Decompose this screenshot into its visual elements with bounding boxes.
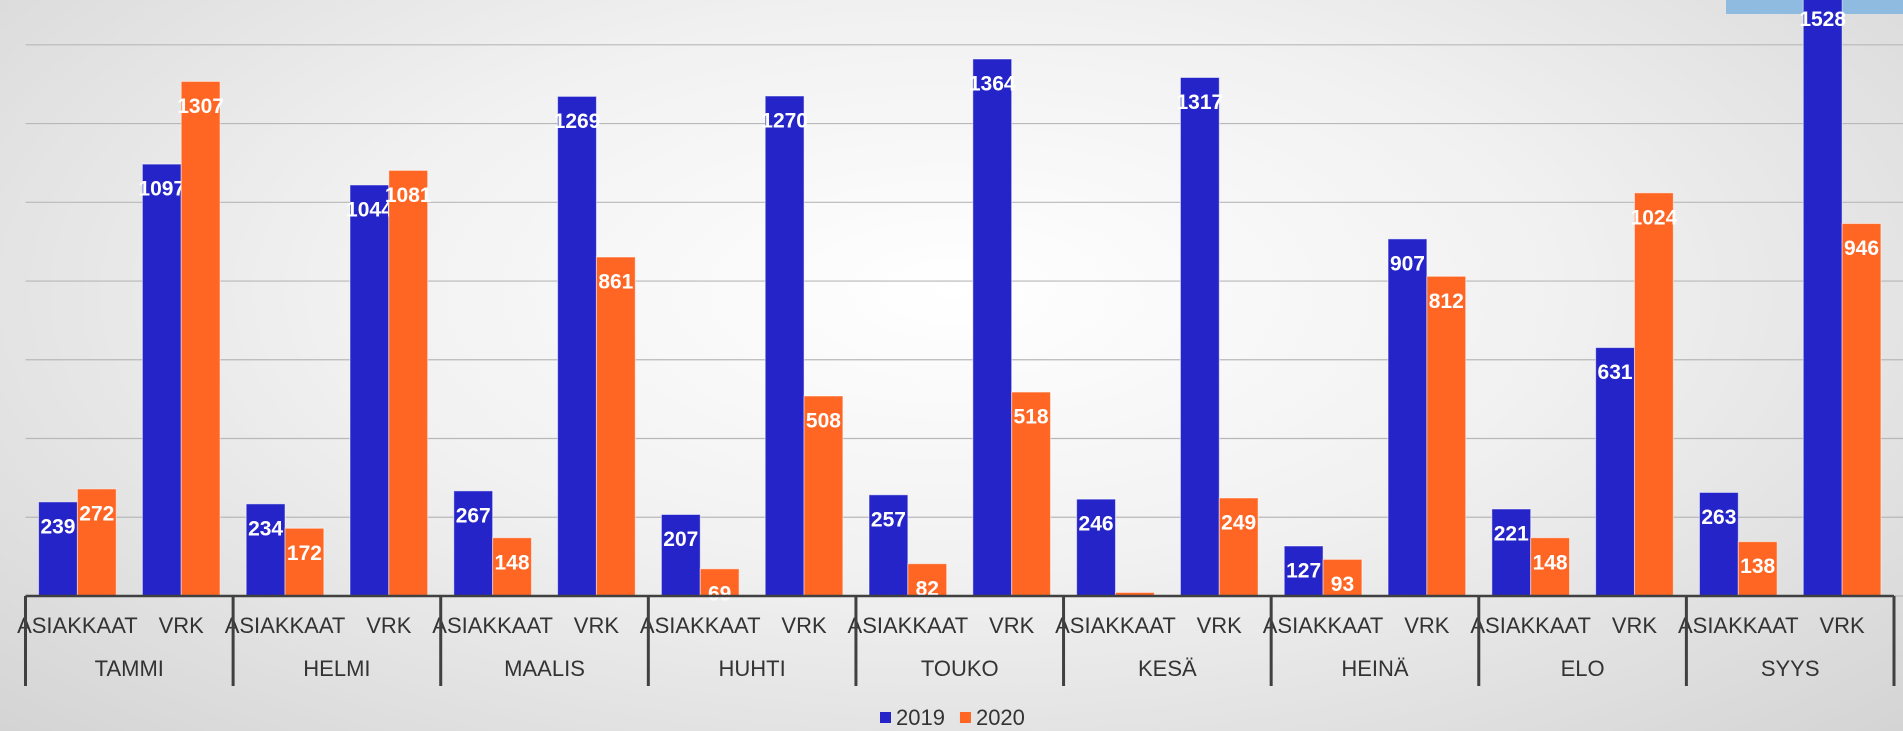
value-label: 239 <box>40 515 75 538</box>
legend-swatch <box>880 712 891 723</box>
legend-label: 2020 <box>976 705 1025 730</box>
value-label: 257 <box>871 508 906 531</box>
x-subcategory-label: VRK <box>1819 613 1865 638</box>
bar <box>660 514 701 597</box>
x-group-label: HEINÄ <box>1341 656 1409 681</box>
bar <box>1491 508 1532 597</box>
value-label: 249 <box>1221 512 1256 535</box>
bar <box>972 58 1013 597</box>
bar <box>492 537 532 597</box>
x-subcategory-label: VRK <box>1197 613 1243 638</box>
value-label: 127 <box>1286 560 1321 583</box>
x-subcategory-label: VRK <box>1404 613 1450 638</box>
x-group-label: HELMI <box>303 656 370 681</box>
x-subcategory-label: ASIAKKAAT <box>1678 613 1799 638</box>
value-label: 518 <box>1014 406 1049 429</box>
value-label: 263 <box>1701 506 1736 529</box>
value-label: 221 <box>1494 523 1529 546</box>
value-label: 207 <box>663 528 698 551</box>
x-subcategory-label: ASIAKKAAT <box>1263 613 1384 638</box>
bar <box>1218 497 1259 597</box>
value-label: 1044 <box>346 199 393 222</box>
x-subcategory-label: ASIAKKAAT <box>1470 613 1591 638</box>
bar <box>1426 275 1467 597</box>
value-label: 631 <box>1598 361 1633 384</box>
value-label: 93 <box>1331 573 1354 596</box>
value-label: 148 <box>495 551 530 574</box>
value-label: 1528 <box>1799 8 1846 31</box>
value-label: 1317 <box>1176 91 1223 114</box>
x-subcategory-label: ASIAKKAAT <box>640 613 761 638</box>
x-subcategory-label: VRK <box>781 613 827 638</box>
x-group-label: HUHTI <box>719 656 786 681</box>
value-label: 172 <box>287 542 322 565</box>
value-label: 82 <box>916 577 939 600</box>
value-label: 1097 <box>138 178 185 201</box>
bar <box>1633 192 1674 597</box>
value-label: 234 <box>248 517 283 540</box>
bar <box>180 80 221 597</box>
bar <box>388 169 429 597</box>
bar <box>764 95 805 597</box>
bar <box>76 488 117 597</box>
x-subcategory-label: VRK <box>989 613 1035 638</box>
bar <box>868 494 909 597</box>
value-label: 907 <box>1390 252 1425 275</box>
bar <box>1841 223 1882 597</box>
value-label: 69 <box>708 582 731 605</box>
value-label: 148 <box>1533 551 1568 574</box>
x-subcategory-label: ASIAKKAAT <box>432 613 553 638</box>
legend-swatch <box>959 712 971 723</box>
bar <box>1595 347 1635 597</box>
x-subcategory-label: VRK <box>574 613 620 638</box>
x-subcategory-label: ASIAKKAAT <box>848 613 969 638</box>
bar <box>1179 76 1220 597</box>
value-label: 946 <box>1844 237 1879 260</box>
bar <box>1802 0 1843 597</box>
bar <box>699 568 740 597</box>
bar <box>1737 541 1778 597</box>
x-group-label: TAMMI <box>95 656 164 681</box>
value-label: 812 <box>1429 290 1464 313</box>
x-subcategory-label: VRK <box>159 613 205 638</box>
x-group-label: KESÄ <box>1138 656 1197 681</box>
bar <box>349 184 390 597</box>
value-label: 861 <box>598 271 633 294</box>
bar <box>284 527 325 597</box>
legend-label: 2019 <box>896 705 945 730</box>
bar <box>1322 558 1363 597</box>
bar <box>1011 391 1051 597</box>
value-label: 138 <box>1740 555 1775 578</box>
value-label: 246 <box>1079 513 1114 536</box>
x-group-label: ELO <box>1561 656 1605 681</box>
x-subcategory-label: ASIAKKAAT <box>225 613 346 638</box>
value-label: 1307 <box>177 95 224 118</box>
value-label: 267 <box>456 504 491 527</box>
x-group-label: TOUKO <box>921 656 999 681</box>
bar <box>557 95 597 597</box>
value-label: 1269 <box>554 110 601 133</box>
bar <box>907 563 948 597</box>
value-label: 1024 <box>1631 206 1678 229</box>
bar <box>1387 238 1428 597</box>
x-group-label: SYYS <box>1761 656 1820 681</box>
bar <box>453 490 494 597</box>
value-label: 1364 <box>969 73 1016 96</box>
value-label: 1270 <box>761 110 808 133</box>
x-subcategory-label: VRK <box>1612 613 1658 638</box>
value-label: 508 <box>806 410 841 433</box>
value-label: 272 <box>79 502 114 525</box>
value-label: 1081 <box>385 184 432 207</box>
bar <box>595 256 636 597</box>
x-subcategory-label: VRK <box>366 613 412 638</box>
bar <box>141 163 182 597</box>
x-subcategory-label: ASIAKKAAT <box>17 613 138 638</box>
bar <box>1530 537 1571 597</box>
x-subcategory-label: ASIAKKAAT <box>1055 613 1176 638</box>
x-group-label: MAALIS <box>504 656 585 681</box>
